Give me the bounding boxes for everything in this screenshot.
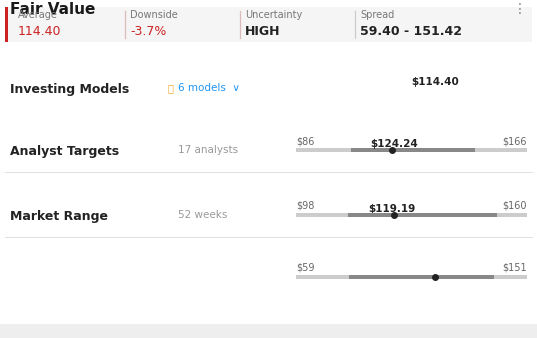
Bar xyxy=(0,324,537,338)
Text: Ⓟ: Ⓟ xyxy=(168,83,174,93)
Text: 52 weeks: 52 weeks xyxy=(178,210,227,220)
Bar xyxy=(5,7,532,42)
Text: ⋮: ⋮ xyxy=(513,2,527,16)
Text: Fair Value: Fair Value xyxy=(10,2,96,17)
Text: $119.19: $119.19 xyxy=(368,204,416,214)
Bar xyxy=(296,213,527,217)
Text: $98: $98 xyxy=(296,201,314,211)
Text: Investing Models: Investing Models xyxy=(10,83,129,96)
Text: 17 analysts: 17 analysts xyxy=(178,145,238,155)
Bar xyxy=(296,148,527,152)
Text: $166: $166 xyxy=(503,136,527,146)
Text: $114.40: $114.40 xyxy=(411,77,459,87)
Text: $151: $151 xyxy=(503,263,527,273)
Bar xyxy=(349,275,495,279)
Bar xyxy=(296,275,527,279)
Text: Downside: Downside xyxy=(130,10,178,21)
Text: $160: $160 xyxy=(503,201,527,211)
Text: $124.24: $124.24 xyxy=(370,139,418,149)
Text: Average: Average xyxy=(18,10,58,21)
Bar xyxy=(351,148,475,152)
Text: Market Range: Market Range xyxy=(10,210,108,223)
Text: Uncertainty: Uncertainty xyxy=(245,10,302,21)
Text: $86: $86 xyxy=(296,136,314,146)
Text: 6 models  ∨: 6 models ∨ xyxy=(178,83,240,93)
Text: -3.7%: -3.7% xyxy=(130,25,166,38)
Text: HIGH: HIGH xyxy=(245,25,280,38)
Text: Analyst Targets: Analyst Targets xyxy=(10,145,119,158)
Text: $59: $59 xyxy=(296,263,315,273)
Text: Spread: Spread xyxy=(360,10,394,21)
Text: 59.40 - 151.42: 59.40 - 151.42 xyxy=(360,25,462,38)
Text: 114.40: 114.40 xyxy=(18,25,62,38)
Bar xyxy=(5,7,8,42)
Bar xyxy=(348,213,497,217)
